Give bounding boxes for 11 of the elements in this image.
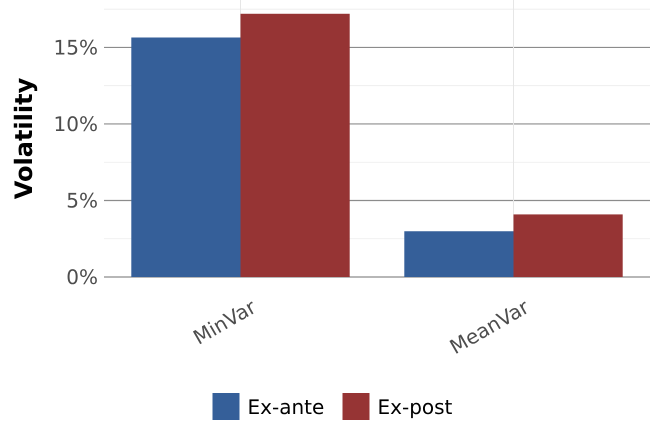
bar [131,37,240,277]
legend-label: Ex-post [378,395,453,419]
bar [404,231,514,277]
y-axis-title: Volatility [10,77,38,200]
y-tick-label: 10% [54,112,98,136]
bar [240,14,350,277]
y-tick-label: 15% [54,35,98,60]
y-tick-label: 5% [66,188,98,212]
legend-label: Ex-ante [248,395,324,419]
y-tick-label: 0% [66,265,98,289]
bar [514,214,623,277]
